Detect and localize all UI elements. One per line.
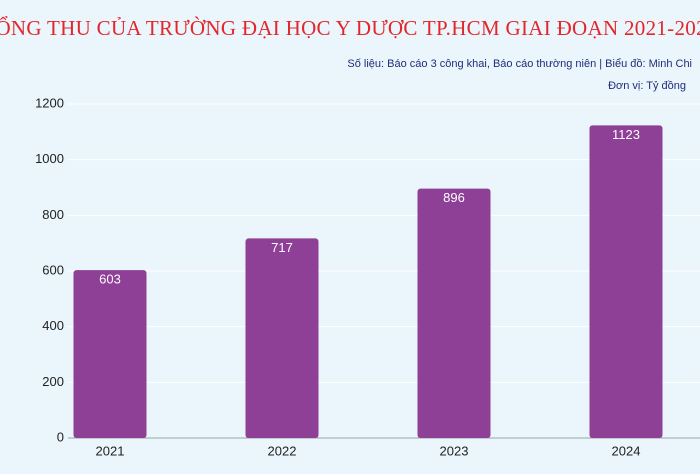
y-tick-label: 400 — [42, 318, 64, 333]
chart-source: Số liệu: Báo cáo 3 công khai, Báo cáo th… — [347, 58, 692, 70]
y-tick-label: 1200 — [35, 95, 64, 110]
y-tick-label: 0 — [57, 429, 64, 444]
bar — [417, 188, 491, 438]
bar — [73, 270, 147, 438]
x-tick-label: 2022 — [268, 443, 297, 458]
value-label: 603 — [99, 272, 121, 287]
bar — [589, 125, 663, 438]
y-tick-label: 800 — [42, 207, 64, 222]
y-tick-label: 200 — [42, 374, 64, 389]
chart-unit: Đơn vị: Tỷ đồng — [608, 80, 686, 92]
x-tick-label: 2023 — [440, 443, 469, 458]
chart-title: TỔNG THU CỦA TRƯỜNG ĐẠI HỌC Y DƯỢC TP.HC… — [0, 16, 700, 40]
y-tick-label: 1000 — [35, 151, 64, 166]
x-tick-label: 2024 — [612, 443, 641, 458]
y-tick-label: 600 — [42, 262, 64, 277]
x-tick-label: 2021 — [96, 443, 125, 458]
value-label: 717 — [271, 240, 293, 255]
bar — [245, 238, 319, 438]
value-label: 1123 — [612, 127, 640, 142]
value-label: 896 — [443, 190, 465, 205]
